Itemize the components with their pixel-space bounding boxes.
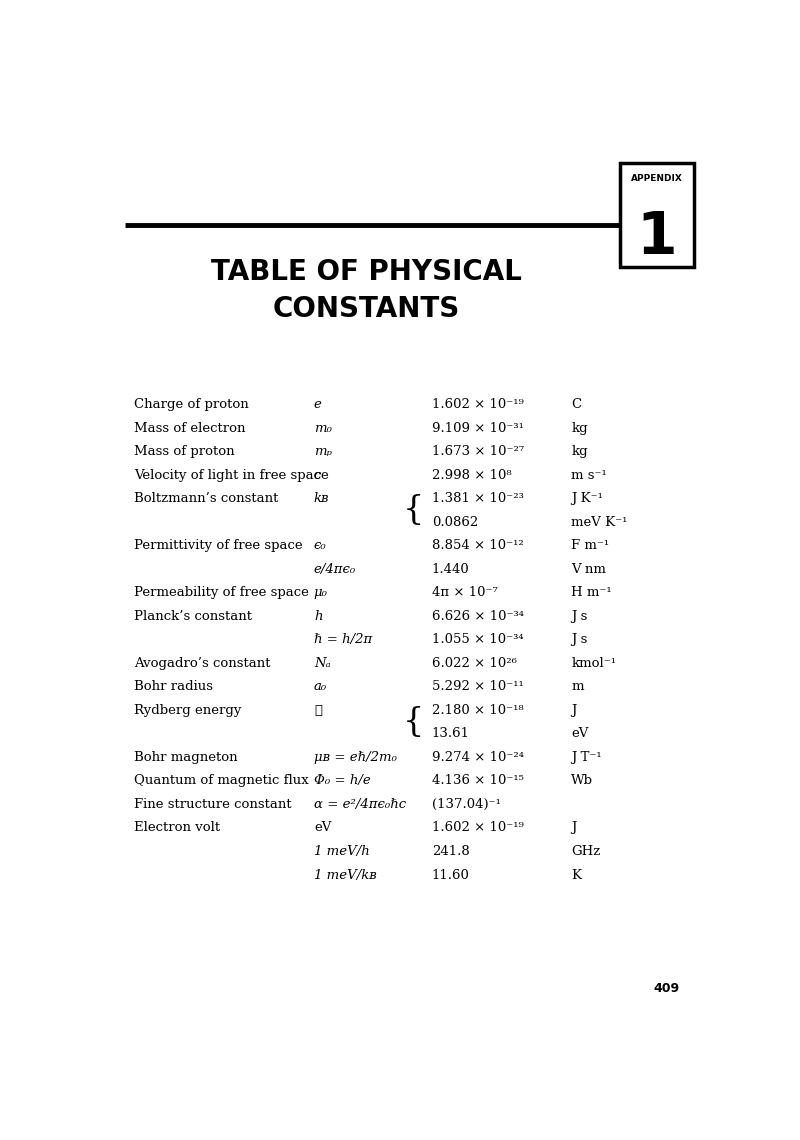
Text: ϵ₀: ϵ₀ xyxy=(314,539,326,552)
Text: mₚ: mₚ xyxy=(314,445,332,458)
Text: F m⁻¹: F m⁻¹ xyxy=(571,539,610,552)
Text: K: K xyxy=(571,869,581,881)
Text: 1 meV/kʙ: 1 meV/kʙ xyxy=(314,869,377,881)
Text: 9.274 × 10⁻²⁴: 9.274 × 10⁻²⁴ xyxy=(432,751,524,764)
Text: Electron volt: Electron volt xyxy=(134,822,220,834)
Text: 2.998 × 10⁸: 2.998 × 10⁸ xyxy=(432,469,511,481)
Text: 0.0862: 0.0862 xyxy=(432,515,478,529)
Text: kg: kg xyxy=(571,422,588,434)
Text: 9.109 × 10⁻³¹: 9.109 × 10⁻³¹ xyxy=(432,422,523,434)
Text: Bohr magneton: Bohr magneton xyxy=(134,751,238,764)
Text: J: J xyxy=(571,822,577,834)
Text: {: { xyxy=(403,495,424,527)
Text: 6.022 × 10²⁶: 6.022 × 10²⁶ xyxy=(432,657,517,670)
Text: kmol⁻¹: kmol⁻¹ xyxy=(571,657,616,670)
Text: C: C xyxy=(571,398,582,412)
Text: Permittivity of free space: Permittivity of free space xyxy=(134,539,302,552)
Text: Φ₀ = h/e: Φ₀ = h/e xyxy=(314,774,370,788)
Text: α = e²/4πϵ₀ℏc: α = e²/4πϵ₀ℏc xyxy=(314,798,406,811)
Text: 1.055 × 10⁻³⁴: 1.055 × 10⁻³⁴ xyxy=(432,634,523,646)
Text: eV: eV xyxy=(571,727,589,740)
Text: 1.440: 1.440 xyxy=(432,563,470,576)
Text: μʙ = eℏ/2m₀: μʙ = eℏ/2m₀ xyxy=(314,751,397,764)
Text: 1: 1 xyxy=(637,210,677,267)
Text: Bohr radius: Bohr radius xyxy=(134,681,213,693)
Text: 5.292 × 10⁻¹¹: 5.292 × 10⁻¹¹ xyxy=(432,681,523,693)
Text: kʙ: kʙ xyxy=(314,492,330,505)
Text: 1.381 × 10⁻²³: 1.381 × 10⁻²³ xyxy=(432,492,523,505)
Text: Quantum of magnetic flux: Quantum of magnetic flux xyxy=(134,774,309,788)
Text: kg: kg xyxy=(571,445,588,458)
Text: Avogadro’s constant: Avogadro’s constant xyxy=(134,657,270,670)
Text: CONSTANTS: CONSTANTS xyxy=(273,295,460,323)
Text: V nm: V nm xyxy=(571,563,606,576)
Text: APPENDIX: APPENDIX xyxy=(631,173,682,182)
Text: ℛ: ℛ xyxy=(314,703,322,717)
Text: μ₀: μ₀ xyxy=(314,586,328,600)
Text: eV: eV xyxy=(314,822,331,834)
Text: J K⁻¹: J K⁻¹ xyxy=(571,492,603,505)
Text: 1.602 × 10⁻¹⁹: 1.602 × 10⁻¹⁹ xyxy=(432,398,523,412)
Text: 409: 409 xyxy=(654,983,680,995)
Text: m s⁻¹: m s⁻¹ xyxy=(571,469,607,481)
Text: Nₐ: Nₐ xyxy=(314,657,330,670)
Text: 1.673 × 10⁻²⁷: 1.673 × 10⁻²⁷ xyxy=(432,445,524,458)
Text: 1 meV/h: 1 meV/h xyxy=(314,845,370,858)
Text: Mass of electron: Mass of electron xyxy=(134,422,246,434)
Text: Charge of proton: Charge of proton xyxy=(134,398,249,412)
Text: H m⁻¹: H m⁻¹ xyxy=(571,586,612,600)
Text: Permeability of free space: Permeability of free space xyxy=(134,586,309,600)
Text: 2.180 × 10⁻¹⁸: 2.180 × 10⁻¹⁸ xyxy=(432,703,523,717)
Text: J s: J s xyxy=(571,634,587,646)
Text: Planck’s constant: Planck’s constant xyxy=(134,610,252,622)
Text: 11.60: 11.60 xyxy=(432,869,470,881)
Text: 4.136 × 10⁻¹⁵: 4.136 × 10⁻¹⁵ xyxy=(432,774,523,788)
Text: Fine structure constant: Fine structure constant xyxy=(134,798,292,811)
Text: 6.626 × 10⁻³⁴: 6.626 × 10⁻³⁴ xyxy=(432,610,524,622)
FancyBboxPatch shape xyxy=(619,163,694,267)
Text: Mass of proton: Mass of proton xyxy=(134,445,234,458)
Text: Boltzmann’s constant: Boltzmann’s constant xyxy=(134,492,278,505)
Text: GHz: GHz xyxy=(571,845,601,858)
Text: m₀: m₀ xyxy=(314,422,332,434)
Text: e/4πϵ₀: e/4πϵ₀ xyxy=(314,563,356,576)
Text: {: { xyxy=(403,706,424,738)
Text: meV K⁻¹: meV K⁻¹ xyxy=(571,515,627,529)
Text: J: J xyxy=(571,703,577,717)
Text: a₀: a₀ xyxy=(314,681,327,693)
Text: 13.61: 13.61 xyxy=(432,727,470,740)
Text: Wb: Wb xyxy=(571,774,594,788)
Text: Rydberg energy: Rydberg energy xyxy=(134,703,242,717)
Text: c: c xyxy=(314,469,322,481)
Text: m: m xyxy=(571,681,584,693)
Text: J s: J s xyxy=(571,610,587,622)
Text: Velocity of light in free space: Velocity of light in free space xyxy=(134,469,329,481)
Text: TABLE OF PHYSICAL: TABLE OF PHYSICAL xyxy=(211,258,522,286)
Text: 1.602 × 10⁻¹⁹: 1.602 × 10⁻¹⁹ xyxy=(432,822,523,834)
Text: h: h xyxy=(314,610,322,622)
Text: 4π × 10⁻⁷: 4π × 10⁻⁷ xyxy=(432,586,498,600)
Text: (137.04)⁻¹: (137.04)⁻¹ xyxy=(432,798,501,811)
Text: ℏ = h/2π: ℏ = h/2π xyxy=(314,634,372,646)
Text: 241.8: 241.8 xyxy=(432,845,470,858)
Text: J T⁻¹: J T⁻¹ xyxy=(571,751,602,764)
Text: e: e xyxy=(314,398,322,412)
Text: 8.854 × 10⁻¹²: 8.854 × 10⁻¹² xyxy=(432,539,523,552)
